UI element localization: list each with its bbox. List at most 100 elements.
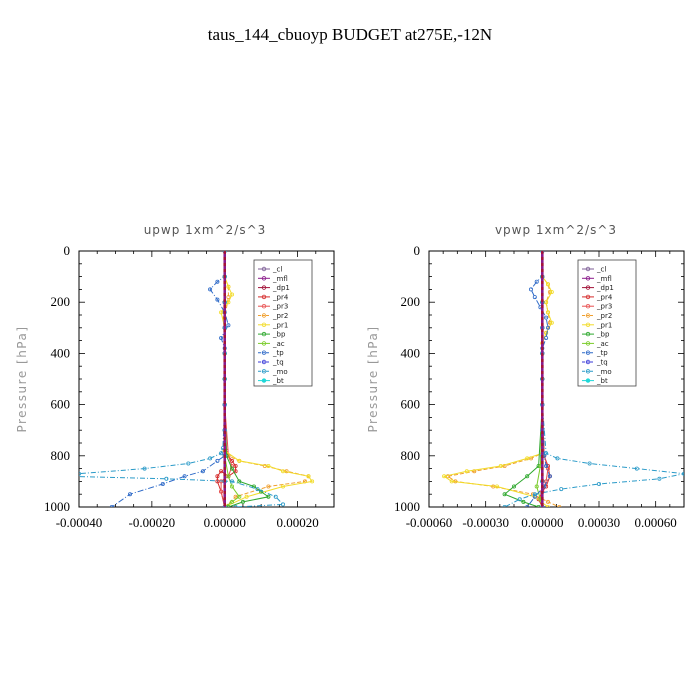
upwp-series-point-mo [67, 475, 70, 478]
upwp-legend-label: _tp [272, 349, 284, 357]
upwp-legend-label: _bt [272, 377, 284, 385]
vpwp-y-tick-label: 400 [401, 345, 421, 360]
vpwp-series-point-bp [512, 484, 517, 489]
vpwp-x-tick-label: 0.00000 [521, 515, 563, 530]
upwp-series-point-ac [237, 494, 242, 499]
vpwp-series-point-tp [532, 295, 537, 300]
vpwp-series-point-pr1 [549, 320, 554, 325]
upwp-x-tick-label: -0.00040 [56, 515, 103, 530]
vpwp-legend: _cl_mfl_dp1_pr4_pr3_pr2_pr1_bp_ac_tp_tq_… [577, 259, 637, 387]
upwp-legend-label: _tq [272, 359, 284, 367]
vpwp-legend-label: _tp [596, 349, 608, 357]
vpwp-legend-marker [585, 313, 591, 318]
vpwp-series-point-mo [634, 466, 639, 471]
vpwp-series-point-bp [502, 492, 507, 497]
vpwp-series-group [442, 251, 684, 507]
vpwp-legend-marker [585, 350, 591, 355]
vpwp-y-tick-label: 0 [414, 243, 421, 258]
vpwp-x-tick-label: -0.00060 [406, 515, 453, 530]
upwp-series-point-pr1 [226, 284, 231, 289]
vpwp-legend-label: _tq [596, 359, 608, 367]
upwp-legend-label: _bp [272, 331, 286, 339]
upwp-y-axis-label: Pressure [hPa] [15, 325, 29, 432]
upwp-series-point-tp [219, 335, 224, 340]
vpwp-panel-title: vpwp 1xm^2/s^3 [495, 223, 617, 237]
vpwp-series-point-pr1 [546, 505, 550, 507]
upwp-series-point-mo [79, 471, 81, 476]
vpwp-series-line-bp [503, 251, 543, 507]
upwp-legend-marker [261, 369, 267, 374]
vpwp-series-point-mo [657, 476, 662, 481]
upwp-x-tick-label: 0.00020 [276, 515, 318, 530]
upwp-legend-marker [261, 322, 267, 327]
vpwp-legend-label: _ac [596, 340, 609, 348]
vpwp-legend-label: _pr4 [596, 293, 613, 301]
vpwp-series-point-mo [587, 461, 592, 466]
upwp-y-tick-label: 600 [51, 397, 71, 412]
upwp-legend-label: _pr1 [272, 321, 288, 329]
vpwp-series-point-bp [525, 474, 530, 479]
vpwp-legend-marker [585, 294, 591, 300]
vpwp-panel: vpwp 1xm^2/s^3 Pressure [hPa] 0 200 400 600… [366, 223, 685, 530]
upwp-legend-marker [261, 276, 267, 281]
vpwp-legend-marker [585, 341, 591, 346]
vpwp-series-point-tp [529, 287, 534, 292]
upwp-series-line-mo [79, 251, 285, 507]
upwp-series-point-pr4 [215, 479, 220, 484]
vpwp-series-point-mo [682, 471, 684, 476]
upwp-legend-label: _ac [272, 340, 285, 348]
upwp-series-point-tp [215, 458, 220, 463]
vpwp-legend-label: _pr2 [596, 312, 612, 320]
vpwp-legend-label: _pr3 [596, 303, 612, 311]
vpwp-legend-label: _cl [596, 266, 606, 274]
vpwp-legend-label: _pr1 [596, 321, 612, 329]
upwp-y-tick-label: 200 [51, 294, 71, 309]
upwp-legend-marker [261, 331, 267, 337]
upwp-series-point-mo [164, 476, 169, 481]
vpwp-series-point-mo [559, 487, 564, 492]
upwp-series-point-pr1 [306, 474, 311, 479]
upwp-series-point-pr1 [229, 292, 234, 297]
upwp-series-point-mo [229, 479, 234, 484]
upwp-y-tick-label: 0 [64, 243, 71, 258]
vpwp-series-point-pr1 [494, 484, 499, 489]
upwp-series-point-pr2 [233, 494, 238, 499]
upwp-legend-label: _dp1 [272, 284, 290, 292]
upwp-x-tick-label: 0.00000 [204, 515, 246, 530]
upwp-series-line-tp [111, 251, 229, 507]
upwp-series-point-mo [255, 487, 260, 492]
vpwp-y-axis-label: Pressure [hPa] [366, 325, 380, 432]
upwp-legend-marker [261, 350, 267, 355]
upwp-series-point-mo [273, 494, 278, 499]
vpwp-series-point-pr1 [449, 479, 454, 484]
upwp-series-point-pr4 [219, 469, 224, 474]
vpwp-series-point-pr1 [549, 289, 554, 294]
vpwp-legend-marker [585, 304, 591, 309]
vpwp-series-point-pr1 [498, 463, 503, 468]
upwp-series-point-ac [226, 474, 231, 479]
upwp-series-point-pr1 [237, 458, 242, 463]
vpwp-legend-marker [585, 369, 591, 374]
vpwp-series-point-mo [544, 451, 549, 456]
vpwp-y-tick-label: 600 [401, 397, 421, 412]
upwp-series-point-tp [182, 474, 187, 479]
vpwp-series-point-pr1 [546, 282, 551, 287]
vpwp-series-point-tp [547, 474, 552, 479]
upwp-series-group [67, 251, 315, 507]
vpwp-legend-label: _bt [596, 377, 608, 385]
upwp-legend-label: _pr3 [272, 303, 288, 311]
vpwp-series-point-pr1 [464, 469, 469, 474]
upwp-panel: upwp 1xm^2/s^3 Pressure [hPa] 0 200 400 600… [15, 223, 335, 530]
vpwp-series-point-mo [532, 492, 537, 497]
vpwp-legend-marker [585, 378, 591, 383]
upwp-series-point-pr1 [266, 463, 271, 468]
upwp-legend-marker [261, 304, 267, 309]
upwp-series-point-mo [186, 461, 191, 466]
vpwp-series-point-bp [536, 505, 541, 507]
vpwp-legend-label: _dp1 [596, 284, 614, 292]
upwp-series-point-pr1 [280, 484, 285, 489]
vpwp-series-point-tp [534, 279, 539, 284]
vpwp-legend-label: _mfl [596, 275, 612, 283]
vpwp-x-tick-label: 0.00030 [578, 515, 620, 530]
